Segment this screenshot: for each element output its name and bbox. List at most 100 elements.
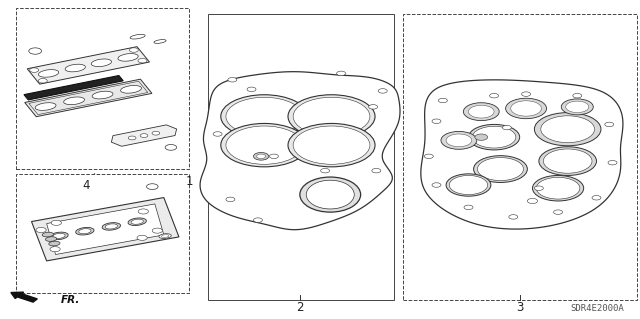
Ellipse shape [477,158,524,181]
Polygon shape [421,80,623,229]
Circle shape [592,196,601,200]
Circle shape [253,218,262,222]
Circle shape [441,131,477,149]
Circle shape [293,97,370,136]
Ellipse shape [449,175,488,195]
Ellipse shape [63,97,84,105]
Circle shape [165,145,177,150]
Circle shape [228,78,237,82]
Bar [403,14,637,300]
Bar [208,14,394,300]
Ellipse shape [541,116,595,143]
Circle shape [221,123,308,167]
Ellipse shape [307,180,355,209]
Ellipse shape [120,85,141,93]
Circle shape [138,58,147,63]
Circle shape [432,119,441,123]
Circle shape [29,48,42,54]
Ellipse shape [102,223,120,230]
Ellipse shape [42,232,53,237]
Circle shape [38,78,47,83]
Circle shape [490,93,499,98]
Circle shape [337,71,346,76]
Polygon shape [47,204,164,255]
Circle shape [29,68,38,72]
Text: 2: 2 [296,301,303,314]
Circle shape [438,98,447,103]
Circle shape [369,105,378,109]
Ellipse shape [79,229,91,234]
Ellipse shape [76,227,94,235]
Circle shape [226,97,303,136]
Circle shape [226,126,303,164]
Circle shape [51,220,61,226]
Ellipse shape [543,149,592,173]
Circle shape [36,227,46,233]
Ellipse shape [53,234,65,239]
Ellipse shape [536,177,580,199]
Text: 4: 4 [83,179,90,192]
Polygon shape [25,79,152,117]
Bar [16,174,189,293]
Ellipse shape [118,54,138,61]
Circle shape [463,103,499,121]
Circle shape [221,95,308,138]
Circle shape [129,48,138,52]
Circle shape [554,210,563,214]
Circle shape [464,205,473,210]
Ellipse shape [300,177,361,212]
Ellipse shape [472,126,516,148]
Ellipse shape [532,175,584,201]
Ellipse shape [534,113,601,146]
Ellipse shape [105,224,118,229]
Ellipse shape [92,91,113,99]
Circle shape [372,168,381,173]
Ellipse shape [45,237,57,241]
Circle shape [527,198,538,204]
Polygon shape [24,76,124,100]
Circle shape [138,209,148,214]
Ellipse shape [159,234,172,238]
Ellipse shape [65,64,85,72]
Circle shape [140,134,148,137]
Polygon shape [31,197,179,261]
Text: FR.: FR. [61,295,80,306]
Circle shape [506,98,547,119]
Text: 1: 1 [186,175,193,188]
Circle shape [378,89,387,93]
Ellipse shape [154,40,166,43]
Ellipse shape [50,232,68,240]
Ellipse shape [539,147,596,175]
Polygon shape [200,72,400,230]
Circle shape [247,87,256,92]
Ellipse shape [35,103,56,110]
Ellipse shape [446,174,491,196]
Circle shape [522,92,531,96]
Ellipse shape [161,235,169,237]
Circle shape [257,154,266,159]
Circle shape [288,95,375,138]
Circle shape [269,154,278,159]
Circle shape [475,134,488,140]
Circle shape [605,122,614,127]
Circle shape [446,134,472,147]
Circle shape [502,125,511,130]
Circle shape [566,101,589,113]
Polygon shape [111,125,177,146]
Bar [16,8,189,169]
Ellipse shape [38,70,59,77]
Ellipse shape [474,156,527,182]
Ellipse shape [130,34,145,39]
Circle shape [608,160,617,165]
Circle shape [226,197,235,202]
Circle shape [424,154,433,159]
Circle shape [288,123,375,167]
Circle shape [293,126,370,164]
Circle shape [534,186,543,190]
Circle shape [213,132,222,136]
Circle shape [573,93,582,98]
Ellipse shape [131,219,143,224]
Polygon shape [27,47,150,84]
Circle shape [511,101,541,116]
Circle shape [253,152,269,160]
